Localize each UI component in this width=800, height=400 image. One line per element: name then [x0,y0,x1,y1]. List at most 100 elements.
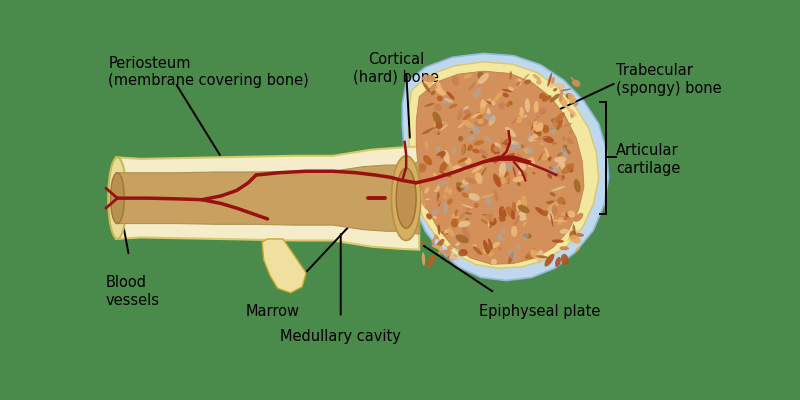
Ellipse shape [554,188,559,203]
Ellipse shape [483,240,490,255]
Ellipse shape [532,172,535,174]
Ellipse shape [538,108,546,115]
Ellipse shape [429,121,435,127]
Ellipse shape [462,119,474,128]
Ellipse shape [550,76,555,88]
Ellipse shape [494,190,498,201]
Ellipse shape [486,100,491,104]
Ellipse shape [429,129,438,137]
Ellipse shape [519,175,524,181]
Ellipse shape [506,164,513,171]
Ellipse shape [551,186,566,191]
Ellipse shape [513,78,519,90]
Ellipse shape [487,92,494,96]
Ellipse shape [474,119,489,127]
Ellipse shape [437,192,443,206]
Ellipse shape [460,182,470,188]
Ellipse shape [457,211,466,222]
Ellipse shape [445,186,449,193]
Ellipse shape [517,156,526,165]
Ellipse shape [441,231,448,235]
Ellipse shape [542,95,551,102]
Ellipse shape [536,108,541,113]
Ellipse shape [502,93,509,98]
Ellipse shape [485,114,497,121]
Ellipse shape [561,175,565,180]
Ellipse shape [518,211,526,221]
Ellipse shape [474,140,484,146]
Ellipse shape [452,146,456,154]
Ellipse shape [550,94,560,103]
Ellipse shape [519,171,527,181]
Ellipse shape [490,218,497,226]
Ellipse shape [489,224,492,229]
Ellipse shape [455,242,460,246]
Ellipse shape [465,230,469,234]
Ellipse shape [539,93,546,100]
Ellipse shape [506,170,510,185]
Ellipse shape [485,136,491,142]
Ellipse shape [466,208,470,211]
Ellipse shape [480,98,491,108]
Ellipse shape [481,104,485,112]
Ellipse shape [526,147,534,154]
Ellipse shape [502,135,506,146]
Ellipse shape [527,119,531,125]
Ellipse shape [537,121,547,129]
Ellipse shape [446,198,453,205]
Ellipse shape [478,119,484,124]
Ellipse shape [433,156,442,162]
Ellipse shape [566,97,569,105]
Ellipse shape [574,233,584,237]
Ellipse shape [552,205,558,216]
Ellipse shape [536,80,542,85]
Ellipse shape [530,249,536,258]
Ellipse shape [437,192,441,206]
Ellipse shape [466,130,474,135]
Ellipse shape [508,249,516,259]
Ellipse shape [511,210,515,220]
Ellipse shape [457,221,470,227]
Ellipse shape [512,191,517,198]
Ellipse shape [434,104,442,111]
Ellipse shape [530,119,536,130]
Ellipse shape [445,250,452,257]
Ellipse shape [421,241,426,245]
Ellipse shape [462,204,473,208]
Ellipse shape [458,136,463,142]
Ellipse shape [434,173,438,179]
Ellipse shape [499,162,506,178]
Ellipse shape [567,210,575,218]
Ellipse shape [570,235,581,244]
Polygon shape [416,71,584,264]
Ellipse shape [476,208,490,214]
Ellipse shape [560,158,565,166]
Polygon shape [402,53,609,280]
Ellipse shape [560,123,572,128]
Ellipse shape [528,136,534,142]
Ellipse shape [489,119,502,124]
Ellipse shape [558,215,571,219]
Ellipse shape [478,160,489,170]
Ellipse shape [431,236,436,244]
Ellipse shape [533,121,539,132]
Ellipse shape [485,211,494,222]
Ellipse shape [468,193,480,201]
Ellipse shape [108,157,126,239]
Ellipse shape [548,166,558,174]
Ellipse shape [538,130,542,136]
Ellipse shape [553,88,558,92]
Ellipse shape [421,200,427,210]
Polygon shape [262,239,306,293]
Ellipse shape [534,101,538,113]
Ellipse shape [521,115,528,118]
Ellipse shape [507,244,519,248]
Ellipse shape [465,177,477,184]
Ellipse shape [568,93,576,103]
Ellipse shape [445,191,453,204]
Ellipse shape [572,80,581,87]
Ellipse shape [475,172,482,184]
Ellipse shape [554,156,566,163]
Ellipse shape [555,112,565,122]
Ellipse shape [503,109,511,116]
